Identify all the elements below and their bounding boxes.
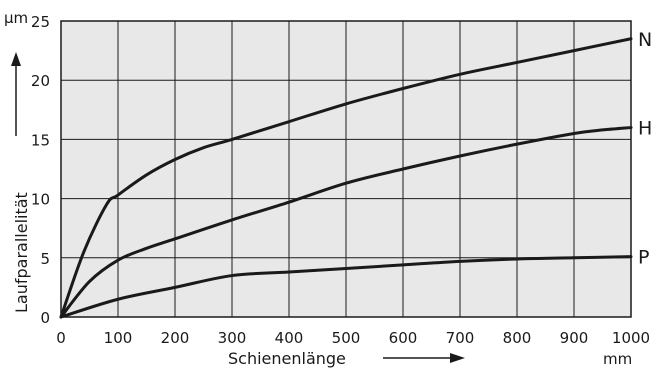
series-line-n [59,37,633,319]
x-tick-label: 300 [218,329,247,347]
y-tick-label: 0 [40,309,50,327]
x-tick-labels: 0 100 200 300 400 500 600 700 800 900 1000 [56,329,650,347]
x-axis-title: Schienenlänge [228,349,346,368]
y-tick-label: 10 [31,191,50,209]
series-label-p: P [638,247,649,269]
y-unit-label: µm [4,9,28,27]
x-tick-label: 1000 [612,329,650,347]
series-label-n: N [638,29,652,51]
x-tick-label: 400 [275,329,304,347]
x-tick-label: 900 [560,329,589,347]
x-unit-label: mm [603,350,632,368]
y-axis-title: Laufparallelität [12,192,31,313]
series-lines [59,37,633,319]
x-tick-label: 0 [56,329,66,347]
y-tick-label: 15 [31,131,50,149]
x-tick-label: 700 [446,329,475,347]
x-axis-arrow [383,353,465,363]
series-line-h [59,126,633,319]
x-tick-label: 500 [332,329,361,347]
series-line-p [59,255,633,319]
x-tick-label: 100 [104,329,133,347]
y-tick-labels: 0 5 10 15 20 25 [31,13,50,327]
y-tick-label: 20 [31,72,50,90]
plot-frame [60,20,632,318]
x-tick-label: 600 [389,329,418,347]
y-tick-label: 5 [40,250,50,268]
series-label-h: H [638,118,652,140]
y-axis-arrow [11,52,21,136]
y-tick-label: 25 [31,13,50,31]
series-labels: N H P [638,29,652,269]
x-tick-label: 200 [161,329,190,347]
x-tick-label: 800 [503,329,532,347]
